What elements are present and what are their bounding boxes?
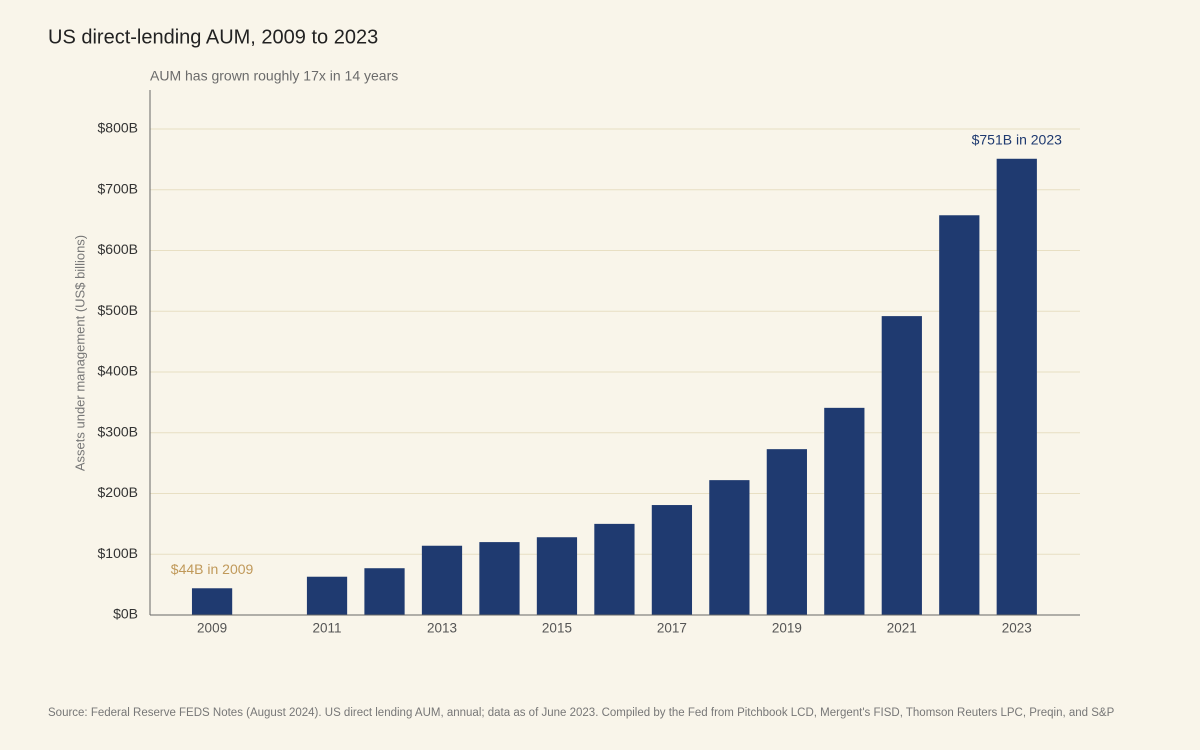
x-tick-label: 2015 [542, 621, 572, 636]
y-tick-label: $300B [98, 423, 138, 439]
y-tick-label: $100B [98, 545, 138, 561]
chart-title: US direct-lending AUM, 2009 to 2023 [48, 26, 378, 48]
x-tick-label: 2017 [657, 621, 687, 636]
y-tick-label: $400B [98, 363, 138, 379]
bar [709, 480, 750, 615]
bar [594, 523, 635, 615]
source-note: Source: Federal Reserve FEDS Notes (Augu… [48, 707, 1115, 719]
y-tick-label: $700B [98, 180, 138, 196]
y-tick-label: $200B [98, 484, 138, 500]
x-tick-label: 2021 [887, 621, 917, 636]
x-tick-label: 2023 [1002, 621, 1032, 636]
bar [939, 215, 980, 615]
bar [479, 542, 520, 615]
annotation: $751B in 2023 [972, 131, 1063, 147]
y-tick-label: $0B [113, 606, 138, 622]
bar [306, 576, 348, 615]
bar [766, 449, 807, 615]
x-tick-label: 2019 [772, 621, 802, 636]
y-tick-label: $800B [98, 120, 138, 136]
bar [536, 537, 578, 615]
bar [996, 158, 1037, 615]
y-axis-label: Assets under management (US$ billions) [72, 235, 87, 471]
chart-subtitle: AUM has grown roughly 17x in 14 years [150, 68, 398, 84]
bar [191, 588, 233, 615]
bar [881, 316, 922, 615]
bar [824, 407, 865, 615]
y-tick-label: $500B [98, 302, 138, 318]
x-tick-label: 2009 [197, 621, 227, 636]
x-tick-label: 2011 [313, 621, 342, 636]
x-tick-label: 2013 [427, 621, 457, 636]
bar [421, 545, 463, 615]
bar [651, 505, 693, 615]
bar [364, 568, 405, 615]
y-tick-label: $600B [98, 241, 138, 257]
annotation: $44B in 2009 [171, 561, 254, 577]
